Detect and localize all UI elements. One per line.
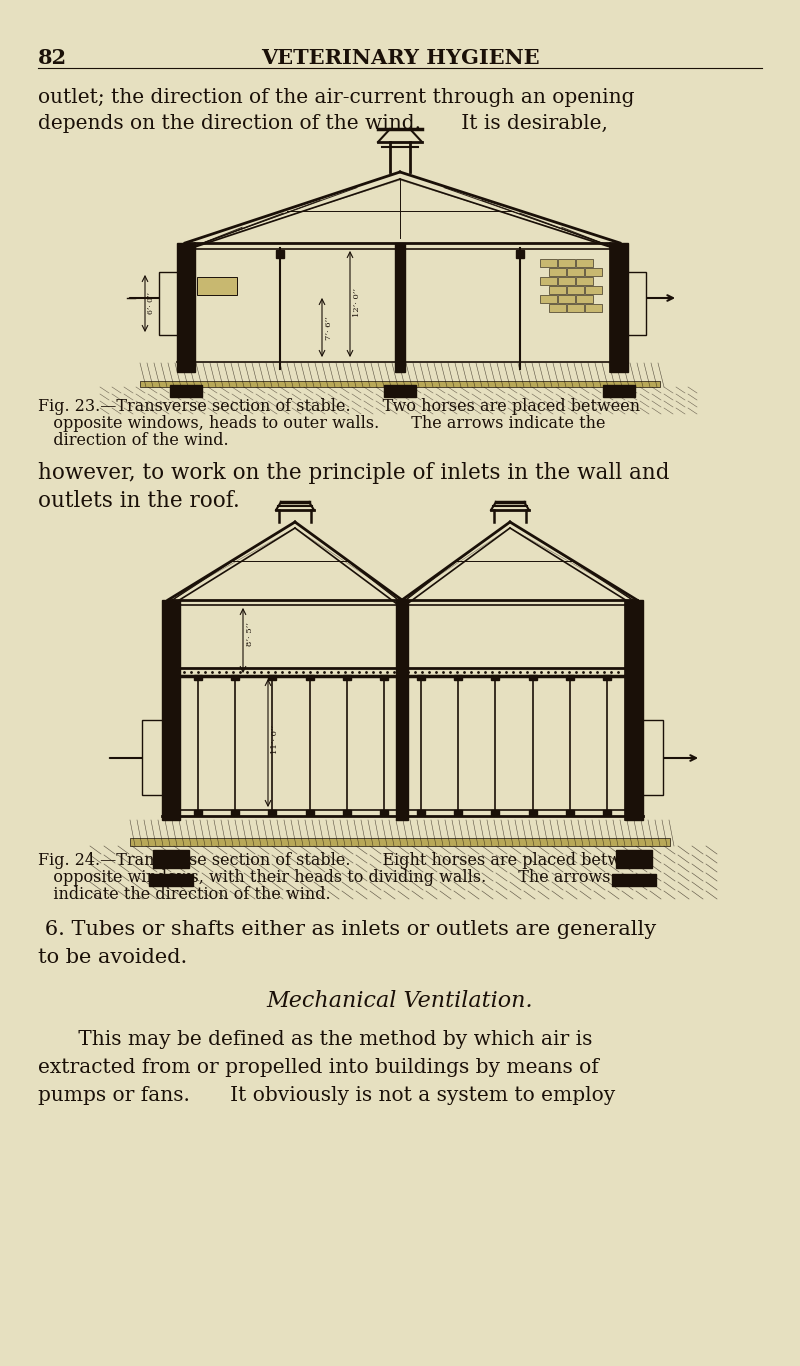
Bar <box>342 810 350 816</box>
Bar <box>529 810 537 816</box>
Text: however, to work on the principle of inlets in the wall and: however, to work on the principle of inl… <box>38 462 670 484</box>
Bar <box>558 277 575 285</box>
Bar <box>162 600 180 820</box>
Bar <box>153 850 189 867</box>
Bar <box>610 243 628 372</box>
Text: 82: 82 <box>38 48 67 68</box>
Text: indicate the direction of the wind.: indicate the direction of the wind. <box>38 887 330 903</box>
Text: 12’· 0’’: 12’· 0’’ <box>353 288 361 317</box>
Bar <box>177 243 195 372</box>
Bar <box>140 381 660 387</box>
Bar <box>268 810 276 816</box>
Bar <box>628 272 646 335</box>
Text: pumps or fans.  It obviously is not a system to employ: pumps or fans. It obviously is not a sys… <box>38 1086 615 1105</box>
Text: 6. Tubes or shafts either as inlets or outlets are generally: 6. Tubes or shafts either as inlets or o… <box>38 919 656 938</box>
Bar <box>566 810 574 816</box>
Text: VETERINARY HYGIENE: VETERINARY HYGIENE <box>261 48 539 68</box>
Bar <box>558 260 575 266</box>
Bar <box>603 675 611 680</box>
Text: 6’· 0’’: 6’· 0’’ <box>147 292 155 314</box>
Bar <box>585 285 602 294</box>
Bar <box>585 305 602 311</box>
Bar <box>417 675 425 680</box>
Bar <box>417 810 425 816</box>
Bar <box>549 305 566 311</box>
Bar <box>396 600 408 820</box>
Bar <box>576 277 593 285</box>
Bar <box>130 837 670 846</box>
Bar <box>306 675 314 680</box>
Bar <box>612 874 656 887</box>
Text: to be avoided.: to be avoided. <box>38 948 187 967</box>
Text: outlet; the direction of the air-current through an opening: outlet; the direction of the air-current… <box>38 87 634 107</box>
Text: opposite windows, heads to outer walls.  The arrows indicate the: opposite windows, heads to outer walls. … <box>38 415 606 432</box>
Text: depends on the direction of the wind.  It is desirable,: depends on the direction of the wind. It… <box>38 113 608 133</box>
Bar <box>491 675 499 680</box>
Bar <box>194 810 202 816</box>
Bar <box>142 720 162 795</box>
Bar <box>454 675 462 680</box>
Bar <box>342 675 350 680</box>
Text: outlets in the roof.: outlets in the roof. <box>38 490 240 512</box>
Bar <box>380 810 388 816</box>
Bar <box>170 385 202 398</box>
Bar <box>529 675 537 680</box>
Bar <box>625 600 643 820</box>
Bar <box>567 285 584 294</box>
Text: This may be defined as the method by which air is: This may be defined as the method by whi… <box>38 1030 592 1049</box>
Bar <box>194 675 202 680</box>
Bar <box>384 385 416 398</box>
Bar <box>567 305 584 311</box>
Bar <box>380 675 388 680</box>
Bar <box>558 295 575 303</box>
Bar <box>585 268 602 276</box>
Bar <box>549 268 566 276</box>
Bar <box>268 675 276 680</box>
Bar <box>540 260 557 266</box>
Bar <box>149 874 193 887</box>
Bar <box>540 295 557 303</box>
Bar <box>159 272 177 335</box>
Bar <box>306 810 314 816</box>
Text: direction of the wind.: direction of the wind. <box>38 432 229 449</box>
Text: Fig. 24.—Transverse section of stable.  Eight horses are placed between: Fig. 24.—Transverse section of stable. E… <box>38 852 650 869</box>
Bar <box>231 675 239 680</box>
Bar <box>576 295 593 303</box>
Bar <box>567 268 584 276</box>
Text: 8’· 5’’: 8’· 5’’ <box>246 622 254 646</box>
Text: extracted from or propelled into buildings by means of: extracted from or propelled into buildin… <box>38 1059 598 1076</box>
Bar <box>516 250 524 258</box>
Bar <box>603 385 635 398</box>
Bar <box>566 675 574 680</box>
Bar <box>276 250 284 258</box>
Text: 11’· 0’’: 11’· 0’’ <box>271 724 279 754</box>
Bar <box>491 810 499 816</box>
Bar <box>395 243 405 372</box>
Bar <box>540 277 557 285</box>
Text: Fig. 23.—Transverse section of stable.  Two horses are placed between: Fig. 23.—Transverse section of stable. T… <box>38 398 640 415</box>
Text: Mechanical Ventilation.: Mechanical Ventilation. <box>266 990 534 1012</box>
Bar <box>454 810 462 816</box>
Bar <box>576 260 593 266</box>
Bar <box>616 850 652 867</box>
Text: 7’· 6’’: 7’· 6’’ <box>325 317 333 340</box>
Bar <box>643 720 663 795</box>
Bar <box>549 285 566 294</box>
Bar <box>197 277 237 295</box>
Bar <box>603 810 611 816</box>
Text: opposite windows, with their heads to dividing walls.  The arrows: opposite windows, with their heads to di… <box>38 869 610 887</box>
Bar <box>231 810 239 816</box>
